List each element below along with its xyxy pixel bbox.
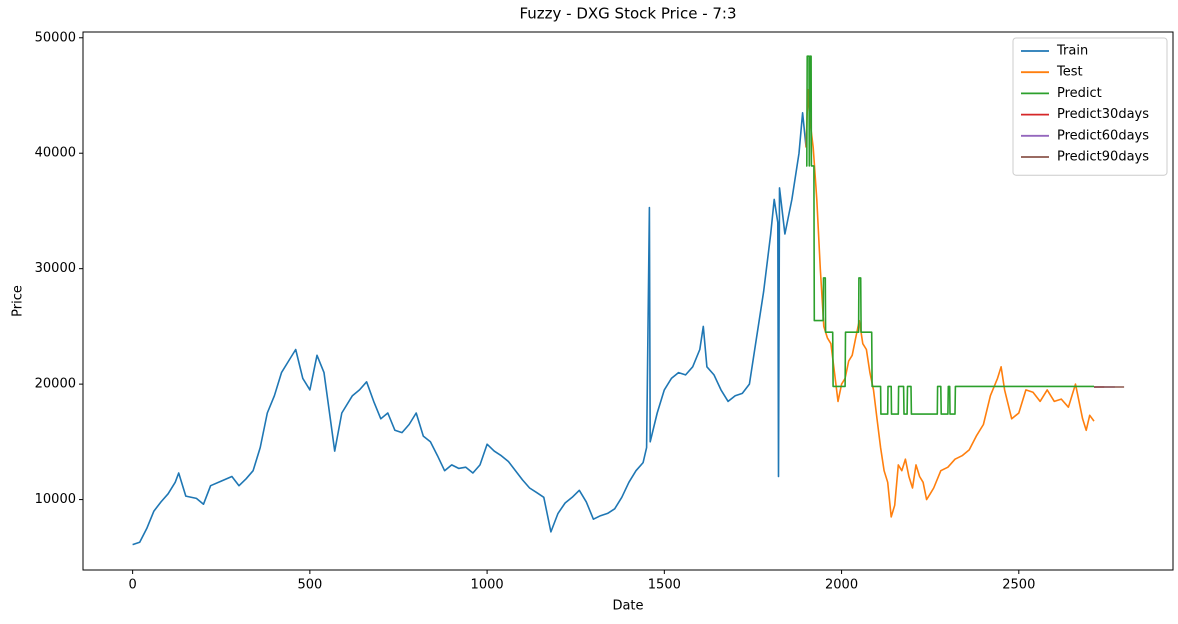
legend-label: Predict60days xyxy=(1057,128,1149,143)
legend-label: Test xyxy=(1056,65,1083,80)
y-axis-label: Price xyxy=(11,285,26,317)
x-tick-label: 1000 xyxy=(471,578,504,593)
y-tick-label: 20000 xyxy=(35,377,76,392)
y-tick-label: 30000 xyxy=(35,261,76,276)
legend-label: Train xyxy=(1056,44,1088,59)
y-tick-label: 10000 xyxy=(35,492,76,507)
y-tick-label: 40000 xyxy=(35,146,76,161)
x-tick-label: 2000 xyxy=(825,578,858,593)
x-axis-label: Date xyxy=(612,599,643,614)
legend-label: Predict xyxy=(1057,86,1102,101)
legend-label: Predict30days xyxy=(1057,107,1149,122)
plot-frame xyxy=(82,31,1174,571)
x-tick-label: 1500 xyxy=(648,578,681,593)
x-tick-label: 500 xyxy=(297,578,322,593)
legend-box xyxy=(1012,37,1168,176)
y-tick-label: 50000 xyxy=(35,30,76,45)
x-tick-label: 2500 xyxy=(1002,578,1035,593)
data-line xyxy=(805,55,1094,415)
data-line xyxy=(805,88,1095,518)
chart-title: Fuzzy - DXG Stock Price - 7:3 xyxy=(519,5,736,23)
legend-label: Predict90days xyxy=(1057,150,1149,165)
data-line xyxy=(132,112,807,546)
x-tick-label: 0 xyxy=(128,578,136,593)
